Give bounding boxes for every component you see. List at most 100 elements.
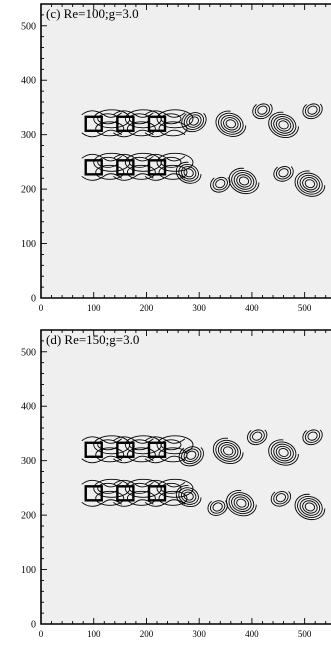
y-tick-label: 400 [21, 76, 36, 87]
vortex-contour [268, 439, 299, 466]
wake-contour [158, 121, 188, 137]
vortex-contour [220, 114, 242, 133]
vortex-contour [180, 489, 197, 503]
vortex-contour [220, 444, 236, 458]
wake-contour [95, 447, 125, 463]
vortex-contour [302, 177, 318, 191]
vortex-contour [228, 492, 255, 515]
y-tick-label: 100 [21, 565, 36, 576]
vortex-contour [270, 441, 297, 464]
vortex-contour [297, 172, 323, 195]
vortex-contour [297, 495, 323, 518]
vortex-contour [223, 117, 239, 131]
vortex-contour [302, 429, 323, 446]
x-tick-label: 300 [192, 629, 206, 639]
vortex-contour [236, 174, 252, 188]
vortex-contour [270, 491, 291, 507]
vortex-contour [257, 105, 268, 115]
wake-contour [160, 482, 182, 494]
vortex [270, 490, 291, 507]
vortex-contour [278, 120, 289, 130]
wake-contour [160, 113, 182, 125]
vortex-contour [212, 176, 228, 191]
y-axis: 0 100 200 300 400 500 [21, 329, 47, 631]
vortex-contour [302, 500, 318, 514]
wake-contour [95, 121, 125, 137]
x-tick-label: 200 [140, 303, 154, 313]
y-tick-label: 0 [31, 620, 36, 631]
vortex-contour [307, 105, 318, 115]
vortex-contour [215, 179, 226, 189]
vortex-contour [178, 487, 199, 505]
x-tick-label: 400 [245, 629, 259, 639]
wake-contour [160, 156, 182, 168]
vortex-contour [217, 442, 239, 460]
vortex-contour [215, 110, 247, 137]
vortex-contour [304, 179, 316, 189]
shear-layer-contour [113, 479, 154, 488]
vortex-contour [302, 103, 323, 120]
shear-layer-contour [113, 173, 154, 181]
vortex-contour [247, 429, 268, 446]
vortex-contour [183, 168, 194, 178]
vortex-contour [223, 446, 234, 456]
vortex [178, 446, 204, 467]
vortex [294, 170, 326, 197]
shear-layer-contour [113, 455, 154, 464]
wake-contour [160, 439, 182, 451]
shear-layer-contour [144, 499, 186, 507]
vortex-contour [275, 445, 292, 460]
shear-layer-contour [81, 129, 123, 138]
vortex-contour [231, 169, 257, 192]
wake-contour [158, 490, 188, 506]
vortex-contour [178, 447, 204, 467]
vortex-contour [188, 116, 200, 126]
vortex-contour [254, 103, 271, 117]
vortex-contour [210, 500, 226, 514]
x-axis: 0 100 200 300 400 500 [39, 330, 327, 639]
x-tick-label: 300 [192, 303, 206, 313]
x-tick-label: 400 [245, 303, 259, 313]
wake-contour [126, 164, 156, 180]
y-tick-label: 0 [31, 294, 36, 305]
vortex-contour [215, 439, 241, 462]
x-tick-label: 0 [39, 629, 44, 639]
panel-label: (c) Re=100;g=3.0 [46, 6, 139, 21]
shear-layer-contour [81, 153, 123, 162]
x-tick-label: 200 [140, 629, 154, 639]
vortex-contour [212, 502, 223, 512]
vortex-contour [228, 167, 260, 195]
y-tick-label: 100 [21, 239, 36, 250]
vortex-contour [231, 494, 252, 512]
axes-frame [40, 329, 331, 625]
x-tick-label: 500 [298, 629, 312, 639]
vortex-contour [236, 498, 247, 508]
vortex-contour [299, 174, 321, 193]
shear-layer-contour [81, 479, 123, 488]
y-tick-label: 500 [21, 347, 36, 358]
vortex [215, 110, 247, 137]
shear-layer-contour [81, 436, 123, 444]
wake-contour [95, 490, 125, 506]
vortex-contour [181, 112, 207, 133]
vortex-contour [218, 112, 244, 135]
wake-contour [126, 447, 156, 463]
vortex-contour [294, 493, 326, 521]
shear-layer-contour [144, 153, 186, 162]
vortex-contour [294, 170, 326, 197]
wake-contour [156, 478, 194, 498]
panel-label: (d) Re=150;g=3.0 [46, 332, 139, 347]
shear-layer-contour [81, 110, 123, 118]
vortex-contour [275, 493, 287, 503]
vortex [175, 485, 202, 507]
vortex-contour [273, 443, 294, 462]
vortex-contour [278, 168, 289, 178]
shear-layer-contour [81, 455, 123, 464]
shear-layer-contour [113, 436, 154, 444]
shear-layer-contour [144, 479, 186, 488]
vortex [294, 493, 326, 521]
plot-area [41, 4, 331, 298]
vortex [302, 103, 323, 120]
y-tick-label: 400 [21, 402, 36, 413]
vortex-contour [299, 498, 321, 516]
